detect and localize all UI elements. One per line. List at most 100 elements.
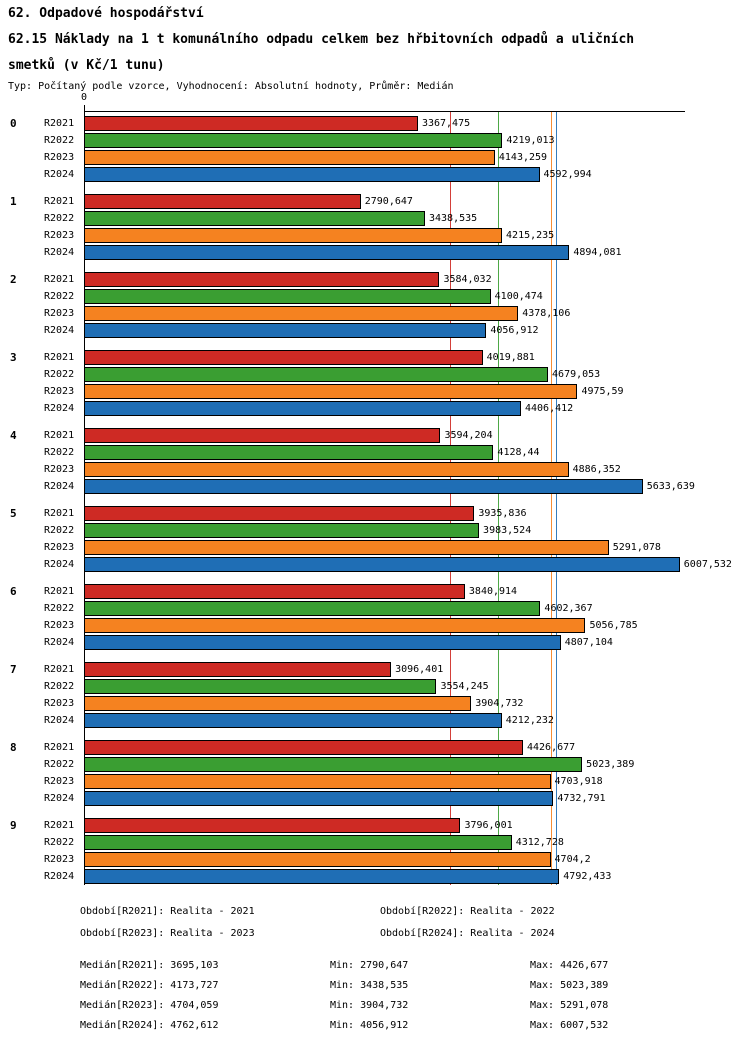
bar-row: R2023 5291,078 [0,539,750,556]
bar-track: 4212,232 [84,712,750,729]
bar-row: R2024 6007,532 [0,556,750,573]
bar-track: 3840,914 [84,583,750,600]
category-label: 5 [10,507,17,520]
series-label: R2024 [44,559,75,570]
series-label: R2021 [44,508,75,519]
series-label: R2022 [44,291,75,302]
bar-track: 4378,106 [84,305,750,322]
stats-row: Medián[R2022]: 4173,727 Min: 3438,535 Max:… [80,976,750,996]
bar-row: 7 R2021 3096,401 [0,661,750,678]
bar-row: R2024 4056,912 [0,322,750,339]
series-label: R2024 [44,247,75,258]
stat-median: Medián[R2024]: 4762,612 [80,1020,219,1031]
stat-min: Min: 3438,535 [330,980,409,991]
bar-r2024-group-3 [84,401,521,416]
category-label [0,539,44,556]
category-label [0,522,44,539]
bar-row: R2024 4792,433 [0,868,750,885]
series-label: R2024 [44,793,75,804]
category-label [0,834,44,851]
bar-value-label: 4703,918 [554,776,603,787]
y-axis-line [84,112,85,885]
bar-r2022-group-3 [84,367,549,382]
series-label: R2024 [44,169,75,180]
bar-row: R2023 4215,235 [0,227,750,244]
bar-value-label: 3438,535 [429,213,478,224]
series-label: R2023 [44,776,75,787]
bar-value-label: 5056,785 [589,620,638,631]
bar-row: R2023 4703,918 [0,773,750,790]
bar-row: R2024 4732,791 [0,790,750,807]
bar-r2024-group-8 [84,791,554,806]
bar-row: R2022 3438,535 [0,210,750,227]
stat-median: Medián[R2022]: 4173,727 [80,980,219,991]
bar-value-label: 4100,474 [494,291,543,302]
series-label: R2022 [44,447,75,458]
bar-value-label: 4056,912 [490,325,539,336]
bar-track: 3554,245 [84,678,750,695]
bar-row: R2022 4679,053 [0,366,750,383]
category-label [0,322,44,339]
legend-item: Období[R2024]: Realita - 2024 [380,928,555,939]
bar-value-label: 3367,475 [421,118,471,129]
bar-track: 4732,791 [84,790,750,807]
bar-row: R2024 4592,994 [0,166,750,183]
series-label: R2023 [44,698,75,709]
series-label: R2024 [44,715,75,726]
category-label [0,227,44,244]
bar-track: 5633,639 [84,478,750,495]
bar-group-5: 5 R2021 3935,836 R2022 3983,524 R2023 5291,078… [0,505,750,573]
series-label: R2024 [44,871,75,882]
bar-value-label: 3554,245 [440,681,489,692]
series-label: R2022 [44,603,75,614]
bar-row: R2022 4100,474 [0,288,750,305]
bar-value-label: 4019,881 [486,352,535,363]
bar-row: R2022 4128,44 [0,444,750,461]
bar-r2023-group-0 [84,150,495,165]
bar-r2024-group-0 [84,167,540,182]
bar-value-label: 3983,524 [483,525,532,536]
series-label: R2022 [44,525,75,536]
series-label: R2021 [44,820,75,831]
bar-track: 3935,836 [84,505,750,522]
bar-r2023-group-2 [84,306,519,321]
bar-r2023-group-4 [84,462,569,477]
bar-r2023-group-5 [84,540,609,555]
bar-value-label: 4312,728 [515,837,564,848]
bar-row: R2023 4378,106 [0,305,750,322]
bar-row: R2023 4704,2 [0,851,750,868]
bar-track: 3796,001 [84,817,750,834]
legend-item: Období[R2023]: Realita - 2023 [80,928,255,939]
bar-track: 3594,204 [84,427,750,444]
bar-r2023-group-7 [84,696,472,711]
series-label: R2023 [44,152,75,163]
bar-row: 1 R2021 2790,647 [0,193,750,210]
report-title: 62. Odpadové hospodářství [8,6,204,21]
bar-value-label: 4592,994 [543,169,592,180]
bar-r2021-group-8 [84,740,523,755]
bar-value-label: 2790,647 [364,196,413,207]
bar-row: R2022 3983,524 [0,522,750,539]
bar-group-1: 1 R2021 2790,647 R2022 3438,535 R2023 4215,235… [0,193,750,261]
bar-row: R2022 4219,013 [0,132,750,149]
category-label [0,244,44,261]
bar-track: 2790,647 [84,193,750,210]
bar-value-label: 3096,401 [395,664,444,675]
bar-row: R2024 4212,232 [0,712,750,729]
bar-r2021-group-5 [84,506,475,521]
bar-value-label: 3904,732 [475,698,524,709]
category-label [0,556,44,573]
category-label [0,712,44,729]
legend-item: Období[R2021]: Realita - 2021 [80,906,255,917]
category-label: 2 [10,273,17,286]
bar-track: 4975,59 [84,383,750,400]
bar-track: 4128,44 [84,444,750,461]
stat-max: Max: 5291,078 [530,1000,609,1011]
category-label [0,305,44,322]
category-label [0,366,44,383]
category-label [0,461,44,478]
bar-track: 4807,104 [84,634,750,651]
bar-value-label: 3796,001 [464,820,513,831]
bar-r2023-group-1 [84,228,503,243]
median-line-r2022 [497,112,499,885]
